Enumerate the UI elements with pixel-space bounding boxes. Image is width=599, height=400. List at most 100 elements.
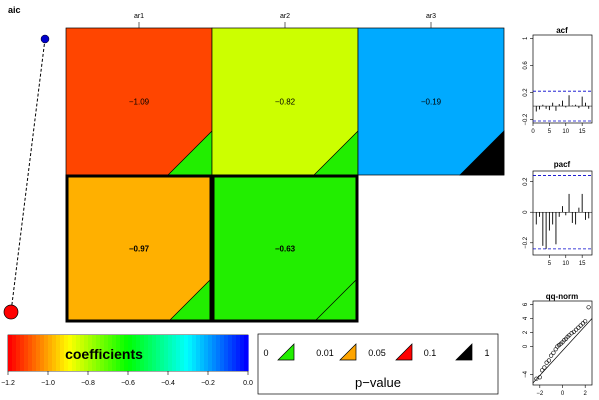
column-label-ar1: ar1: [134, 13, 144, 20]
pacf-panel: pacf −0.2 0 0.2 5 10 15: [523, 160, 593, 267]
pvalue-legend-marker: [395, 343, 413, 361]
colorbar-tick-label: −1.0: [41, 380, 55, 387]
colorbar-strip: [216, 335, 221, 371]
y-tick-label: 4: [523, 316, 529, 320]
colorbar-strip: [116, 335, 121, 371]
acf-panel: acf −0.20.20.610 5 10 15: [523, 26, 593, 135]
colorbar-strip: [208, 335, 213, 371]
colorbar-strip: [156, 335, 161, 371]
qqnorm-title: qq-norm: [546, 292, 578, 301]
x-tick-label: 5: [548, 261, 552, 267]
pvalue-legend: 0 0.01 0.05 0.1 1 p−value: [257, 333, 499, 395]
column-label-ar2: ar2: [280, 13, 290, 20]
x-tick-label: 0: [531, 129, 535, 135]
colorbar-strip: [120, 335, 125, 371]
colorbar-strip: [20, 335, 25, 371]
colorbar-strip: [108, 335, 113, 371]
colorbar-strip: [124, 335, 129, 371]
highlight-border: [211, 174, 359, 323]
y-tick-label: 1: [523, 36, 529, 40]
colorbar-strip: [236, 335, 241, 371]
y-tick-label: 0.2: [523, 88, 529, 97]
colorbar-strip: [220, 335, 225, 371]
qq-point: [542, 365, 547, 370]
qq-point: [549, 353, 554, 358]
colorbar-strip: [212, 335, 217, 371]
heatmap-cell[interactable]: [65, 27, 213, 176]
qq-point: [567, 333, 572, 338]
selector-point-row1[interactable]: [40, 34, 50, 44]
colorbar-strip: [68, 335, 73, 371]
colorbar-strip: [72, 335, 77, 371]
colorbar-strip: [188, 335, 193, 371]
y-tick-label: −0.2: [523, 113, 529, 126]
highlight-border: [65, 174, 213, 323]
colorbar-title: coefficients: [65, 346, 143, 362]
heatmap-cell-value: −0.97: [129, 245, 150, 254]
qqnorm-panel: qq-norm −4 0 2 4 6 −2 0 2: [523, 292, 593, 397]
y-tick-label: −0.2: [523, 236, 529, 249]
colorbar-strip: [192, 335, 197, 371]
colorbar-strip: [60, 335, 65, 371]
x-tick-label: 15: [579, 129, 586, 135]
colorbar-strip: [176, 335, 181, 371]
y-tick-label: 6: [523, 302, 529, 306]
qq-point: [544, 360, 549, 365]
qq-point: [574, 327, 579, 332]
colorbar-strip: [224, 335, 229, 371]
qq-point: [569, 331, 574, 336]
colorbar-strip: [52, 335, 57, 371]
qq-point: [534, 376, 539, 381]
colorbar-strip: [100, 335, 105, 371]
colorbar-strip: [40, 335, 45, 371]
coefficient-heatmap: ar1 ar2 ar3 −1.09 −0.82 −0.19 −0.97 −0.63: [65, 13, 505, 323]
row-selector-label: aic: [8, 5, 21, 15]
selector-point-row2[interactable]: [3, 304, 19, 320]
colorbar-strip: [56, 335, 61, 371]
qq-point: [583, 319, 588, 324]
x-tick-label: 5: [548, 129, 552, 135]
heatmap-cell[interactable]: [65, 174, 213, 323]
x-tick-label: 15: [579, 261, 586, 267]
colorbar-strip: [12, 335, 17, 371]
colorbar-strip: [104, 335, 109, 371]
colorbar-strip: [48, 335, 53, 371]
colorbar-strip: [148, 335, 153, 371]
pvalue-legend-label: 0.05: [368, 348, 386, 358]
colorbar-strip: [244, 335, 249, 371]
pvalue-legend-label: 0.01: [316, 348, 334, 358]
colorbar-tick-label: −0.8: [81, 380, 95, 387]
colorbar-strip: [44, 335, 49, 371]
colorbar-strip: [112, 335, 117, 371]
y-tick-label: 0.6: [523, 61, 529, 70]
y-tick-label: 0.2: [523, 177, 529, 186]
colorbar-tick-label: −0.4: [161, 380, 175, 387]
colorbar-tick-label: −0.2: [201, 380, 215, 387]
qq-point: [571, 329, 576, 334]
x-tick-label: −2: [536, 391, 544, 397]
qq-point: [546, 358, 551, 363]
pvalue-legend-label: 0.1: [424, 348, 437, 358]
qq-point: [586, 305, 591, 310]
colorbar-strip: [64, 335, 69, 371]
x-tick-label: 10: [562, 261, 569, 267]
colorbar-strip: [84, 335, 89, 371]
coefficient-colorbar: coefficients −1.2 −1.0 −0.8 −0.6 −0.4 −0.2 0.0: [1, 334, 253, 387]
colorbar-strip: [200, 335, 205, 371]
qq-point: [580, 321, 586, 326]
pvalue-legend-title: p−value: [355, 375, 401, 390]
colorbar-strip: [240, 335, 245, 371]
colorbar-strip: [184, 335, 189, 371]
colorbar-strip: [96, 335, 101, 371]
y-tick-label: −4: [523, 370, 529, 378]
colorbar-strip: [160, 335, 165, 371]
qq-point: [551, 350, 556, 355]
colorbar-strip: [180, 335, 185, 371]
colorbar-strip: [152, 335, 157, 371]
colorbar-strip: [88, 335, 93, 371]
colorbar-strip: [92, 335, 97, 371]
heatmap-cell[interactable]: [357, 27, 505, 176]
colorbar-tick-label: 0.0: [243, 380, 253, 387]
heatmap-cell[interactable]: [211, 174, 359, 323]
